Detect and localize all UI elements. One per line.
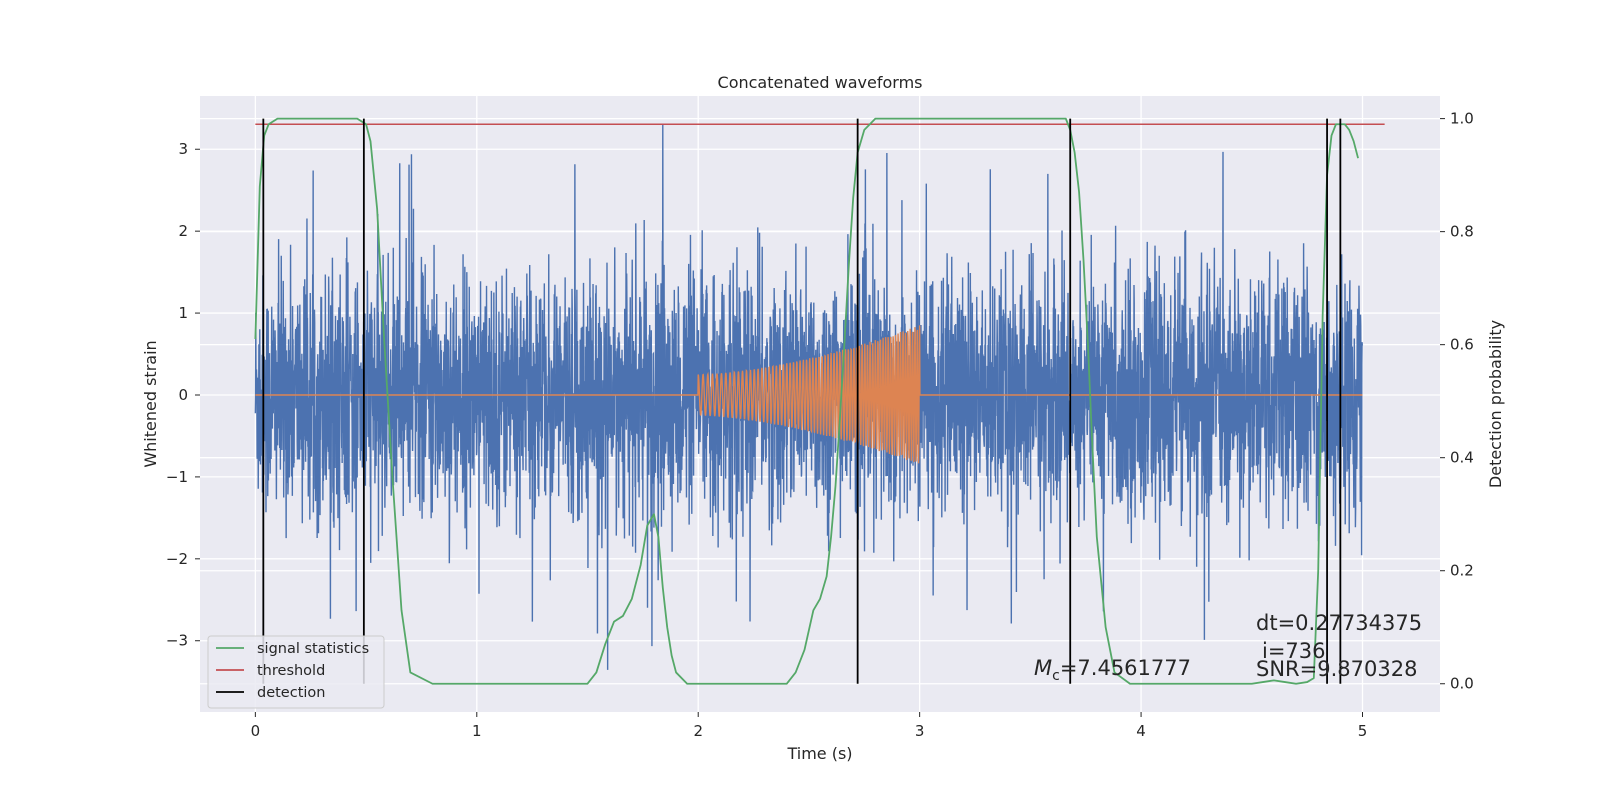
legend-frame [207, 635, 385, 709]
dt-annotation: dt=0.27734375 [1256, 611, 1422, 635]
y-left-tick-label: −2 [166, 550, 188, 568]
x-axis-label: Time (s) [786, 744, 852, 763]
noise-series-line [254, 124, 1364, 670]
y-right-tick-label: 0.6 [1450, 336, 1474, 354]
x-tick-label: 4 [1136, 722, 1146, 740]
x-tick-label: 1 [472, 722, 482, 740]
snr-annotation: SNR=9.870328 [1256, 657, 1417, 681]
chirp-mass-annotation: Mc=7.4561777 [1034, 656, 1191, 684]
signal-statistics-line [254, 117, 1359, 685]
chirp-mass-value: =7.4561777 [1060, 656, 1191, 680]
detection-lines [262, 118, 1342, 684]
y-left-tick-label: 0 [178, 386, 188, 404]
tick-labels: 0 1 2 3 4 5 −3 −2 −1 0 1 2 3 0.0 0.2 0.4 0.6 0.8 1.0 [166, 110, 1474, 740]
y-left-tick-label: −3 [166, 632, 188, 650]
x-tick-label: 2 [693, 722, 703, 740]
index-annotation: i=736 [1262, 639, 1326, 663]
y-left-tick-label: 2 [178, 222, 188, 240]
x-tick-label: 0 [251, 722, 261, 740]
y-right-tick-label: 0.8 [1450, 223, 1474, 241]
x-tick-label: 3 [915, 722, 925, 740]
chart-title: Concatenated waveforms [718, 73, 923, 92]
legend: signal statistics threshold detection [207, 635, 385, 709]
y-left-tick-label: 1 [178, 304, 188, 322]
y-left-tick-label: 3 [178, 140, 188, 158]
grid-lines [200, 96, 1440, 712]
legend-label-threshold: threshold [257, 663, 325, 679]
chirp-mass-subscript: c [1052, 668, 1060, 684]
chirp-mass-symbol: M [1034, 656, 1052, 680]
legend-label-signal-statistics: signal statistics [257, 641, 369, 657]
chirp-series-line [255, 325, 1363, 464]
y-right-tick-label: 1.0 [1450, 110, 1474, 128]
y-left-tick-label: −1 [166, 468, 188, 486]
y-right-tick-label: 0.4 [1450, 449, 1474, 467]
y-axis-right-label: Detection probability [1486, 320, 1505, 488]
y-right-tick-label: 0.2 [1450, 562, 1474, 580]
y-axis-left-label: Whitened strain [141, 340, 160, 467]
y-right-tick-label: 0.0 [1450, 675, 1474, 693]
legend-label-detection: detection [257, 685, 325, 701]
data-layer [254, 117, 1385, 685]
x-tick-label: 5 [1358, 722, 1368, 740]
